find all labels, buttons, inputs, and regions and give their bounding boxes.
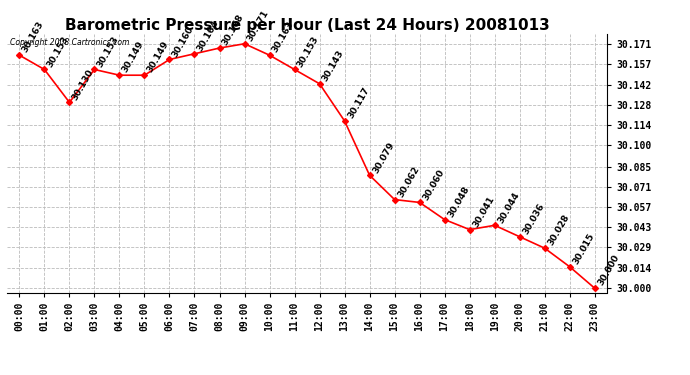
- Text: 30.048: 30.048: [446, 184, 471, 219]
- Text: 30.160: 30.160: [170, 24, 196, 59]
- Text: 30.130: 30.130: [70, 68, 96, 102]
- Text: 30.062: 30.062: [396, 165, 421, 199]
- Text: 30.164: 30.164: [196, 19, 221, 53]
- Text: 30.044: 30.044: [496, 190, 521, 225]
- Text: 30.163: 30.163: [21, 20, 46, 54]
- Title: Barometric Pressure per Hour (Last 24 Hours) 20081013: Barometric Pressure per Hour (Last 24 Ho…: [65, 18, 549, 33]
- Text: 30.163: 30.163: [270, 20, 296, 54]
- Text: 30.149: 30.149: [121, 40, 146, 75]
- Text: 30.171: 30.171: [246, 9, 271, 43]
- Text: 30.143: 30.143: [321, 49, 346, 83]
- Text: 30.168: 30.168: [221, 13, 246, 47]
- Text: 30.153: 30.153: [46, 34, 70, 69]
- Text: 30.079: 30.079: [371, 140, 396, 174]
- Text: 30.153: 30.153: [96, 34, 121, 69]
- Text: 30.149: 30.149: [146, 40, 171, 75]
- Text: 30.041: 30.041: [471, 195, 496, 229]
- Text: 30.028: 30.028: [546, 213, 571, 248]
- Text: 30.000: 30.000: [596, 254, 621, 288]
- Text: 30.036: 30.036: [521, 202, 546, 236]
- Text: Copyright 2008 Cartronics.com: Copyright 2008 Cartronics.com: [10, 38, 129, 46]
- Text: 30.117: 30.117: [346, 86, 371, 120]
- Text: 30.015: 30.015: [571, 232, 596, 266]
- Text: 30.153: 30.153: [296, 34, 321, 69]
- Text: 30.060: 30.060: [421, 168, 446, 202]
